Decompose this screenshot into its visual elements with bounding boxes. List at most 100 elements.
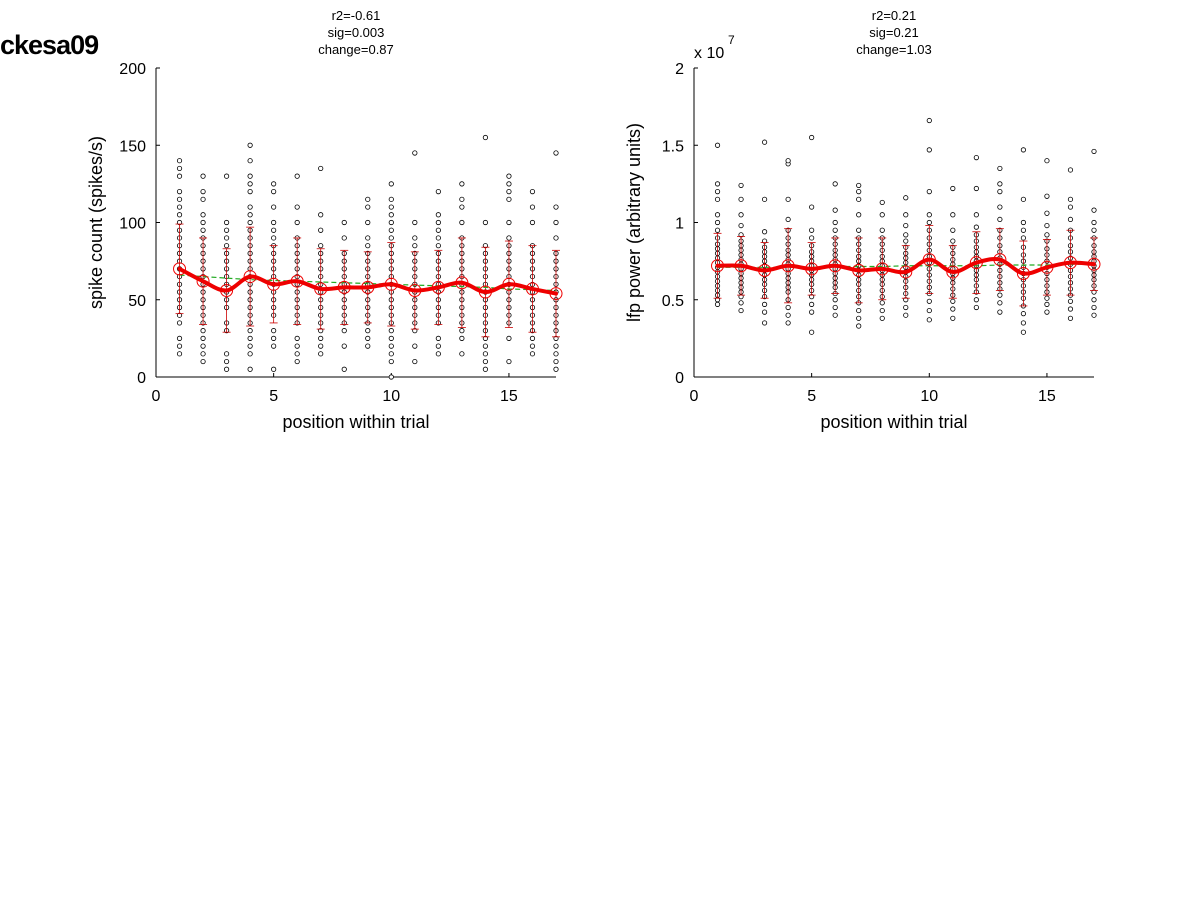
figure-label: ckesa09 bbox=[0, 30, 99, 60]
data-point bbox=[176, 343, 183, 349]
data-point bbox=[832, 181, 838, 187]
data-point bbox=[926, 212, 932, 218]
data-point bbox=[1044, 222, 1050, 229]
data-point bbox=[482, 134, 489, 141]
data-point bbox=[714, 212, 721, 218]
data-point bbox=[1067, 196, 1074, 202]
data-point bbox=[1020, 329, 1027, 335]
mean-curve bbox=[715, 257, 1096, 276]
data-point bbox=[247, 212, 253, 218]
data-point bbox=[459, 335, 465, 341]
data-point bbox=[1020, 219, 1027, 226]
data-point bbox=[553, 366, 559, 372]
data-point bbox=[200, 173, 206, 179]
mean-marker bbox=[408, 283, 422, 297]
data-point bbox=[1067, 306, 1074, 312]
mean-marker bbox=[969, 256, 983, 270]
data-point bbox=[1044, 210, 1050, 216]
data-point bbox=[714, 181, 721, 187]
data-point bbox=[809, 134, 815, 141]
y-tick-label: 50 bbox=[128, 293, 146, 310]
data-point bbox=[365, 328, 371, 334]
data-point bbox=[435, 343, 441, 349]
data-point bbox=[294, 343, 300, 349]
data-point bbox=[926, 147, 932, 153]
x-tick-label: 15 bbox=[500, 388, 518, 405]
data-point bbox=[506, 235, 512, 241]
data-point bbox=[903, 232, 909, 238]
data-point bbox=[388, 328, 394, 334]
data-point bbox=[738, 196, 744, 202]
data-point bbox=[294, 219, 300, 226]
data-point bbox=[809, 309, 815, 315]
mean-marker bbox=[173, 262, 187, 276]
data-point bbox=[176, 165, 183, 172]
x-tick-label: 15 bbox=[1038, 388, 1056, 405]
data-point bbox=[294, 351, 300, 357]
data-point bbox=[388, 374, 394, 380]
data-point bbox=[223, 351, 230, 357]
mean-marker bbox=[993, 253, 1007, 267]
data-point bbox=[318, 243, 324, 249]
data-point bbox=[271, 219, 277, 226]
data-point bbox=[1044, 301, 1050, 307]
data-point bbox=[341, 235, 347, 241]
data-point bbox=[435, 235, 441, 241]
data-point bbox=[482, 351, 489, 357]
mean-marker bbox=[314, 282, 328, 296]
x-tick-label: 5 bbox=[807, 388, 816, 405]
data-point bbox=[223, 243, 230, 249]
mean-marker bbox=[290, 274, 304, 288]
data-point bbox=[1020, 196, 1027, 202]
scale-note: x 10 bbox=[694, 45, 724, 62]
data-point bbox=[973, 304, 979, 311]
data-point bbox=[271, 235, 277, 241]
title-line: r2=-0.61 bbox=[332, 8, 381, 23]
data-point bbox=[271, 204, 277, 210]
data-point bbox=[973, 297, 979, 303]
data-point bbox=[997, 181, 1003, 187]
data-point bbox=[482, 366, 489, 372]
data-point bbox=[1091, 207, 1097, 213]
data-point bbox=[1020, 320, 1027, 326]
data-point bbox=[1091, 304, 1097, 311]
data-point bbox=[176, 212, 183, 218]
data-point bbox=[997, 189, 1003, 195]
data-point bbox=[176, 335, 183, 341]
data-point bbox=[553, 358, 559, 365]
data-point bbox=[926, 189, 932, 195]
data-point bbox=[341, 219, 347, 226]
data-point bbox=[223, 358, 230, 365]
mean-marker bbox=[946, 265, 960, 279]
data-point bbox=[950, 298, 956, 304]
data-point bbox=[247, 343, 253, 349]
data-point bbox=[903, 212, 909, 218]
data-point bbox=[1020, 311, 1027, 317]
data-point bbox=[223, 173, 230, 179]
data-point bbox=[785, 196, 791, 202]
data-point bbox=[856, 227, 862, 233]
data-point bbox=[997, 165, 1003, 172]
mean-marker bbox=[922, 253, 936, 267]
data-point bbox=[247, 351, 253, 357]
data-point bbox=[506, 196, 512, 202]
data-point bbox=[341, 343, 347, 349]
data-point bbox=[785, 320, 791, 326]
data-point bbox=[832, 312, 838, 318]
data-point bbox=[738, 212, 744, 218]
data-point bbox=[223, 235, 230, 241]
data-point bbox=[176, 189, 183, 195]
data-point bbox=[785, 312, 791, 318]
data-point bbox=[247, 189, 253, 195]
mean-marker bbox=[1063, 256, 1077, 270]
data-point bbox=[1091, 297, 1097, 303]
data-point bbox=[200, 335, 206, 341]
data-point bbox=[506, 181, 512, 187]
data-point bbox=[809, 329, 815, 335]
data-point bbox=[247, 328, 253, 334]
data-point bbox=[738, 222, 744, 229]
data-point bbox=[247, 204, 253, 210]
mean-marker bbox=[525, 282, 539, 296]
title-line: change=0.87 bbox=[318, 42, 394, 57]
data-point bbox=[856, 182, 862, 189]
